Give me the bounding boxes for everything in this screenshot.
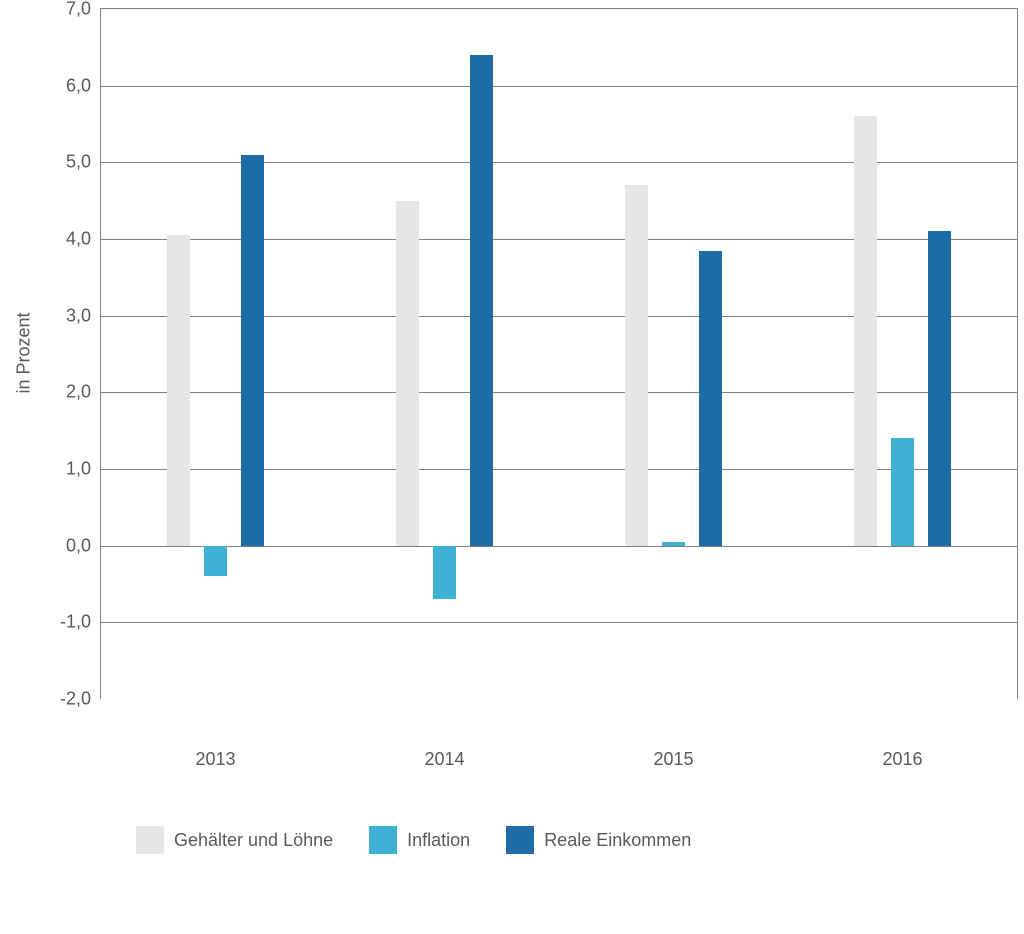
legend-swatch [136, 826, 164, 854]
y-tick-label: 0,0 [66, 535, 101, 556]
y-tick-label: 1,0 [66, 459, 101, 480]
bar [928, 231, 951, 545]
legend-label: Inflation [407, 830, 470, 851]
legend-swatch [506, 826, 534, 854]
bar [699, 251, 722, 546]
bar [662, 542, 685, 546]
y-tick-label: 6,0 [66, 75, 101, 96]
y-axis-label: in Prozent [14, 312, 35, 393]
y-tick-label: -1,0 [60, 612, 101, 633]
bar [167, 235, 190, 546]
gridline [101, 622, 1017, 623]
x-tick-label: 2014 [424, 749, 464, 770]
legend-item: Inflation [369, 826, 470, 854]
bar [470, 55, 493, 546]
legend-item: Reale Einkommen [506, 826, 691, 854]
gridline [101, 316, 1017, 317]
gridline [101, 239, 1017, 240]
plot-area: -2,0-1,00,01,02,03,04,05,06,07,020132014… [100, 8, 1018, 699]
legend-item: Gehälter und Löhne [136, 826, 333, 854]
x-tick-label: 2015 [653, 749, 693, 770]
legend: Gehälter und Löhne Inflation Reale Einkomm… [136, 826, 691, 854]
bar [891, 438, 914, 545]
gridline [101, 392, 1017, 393]
legend-swatch [369, 826, 397, 854]
legend-label: Gehälter und Löhne [174, 830, 333, 851]
bar [241, 155, 264, 546]
x-tick-label: 2016 [882, 749, 922, 770]
y-tick-label: 5,0 [66, 152, 101, 173]
baseline [101, 546, 1017, 547]
bar [204, 546, 227, 577]
bar [396, 201, 419, 546]
x-tick-label: 2013 [195, 749, 235, 770]
y-tick-label: 4,0 [66, 229, 101, 250]
y-tick-label: 3,0 [66, 305, 101, 326]
y-tick-label: 7,0 [66, 0, 101, 20]
gridline [101, 162, 1017, 163]
legend-label: Reale Einkommen [544, 830, 691, 851]
gridline [101, 86, 1017, 87]
y-tick-label: -2,0 [60, 689, 101, 710]
bar [854, 116, 877, 545]
gridline [101, 469, 1017, 470]
grouped-bar-chart: -2,0 -1,0 0,0 1,0 2,0 3,0 4,0 5,0 6,0 7,0 2013 2014… [0, 0, 1024, 934]
bar [625, 185, 648, 545]
y-tick-label: 2,0 [66, 382, 101, 403]
bar [433, 546, 456, 600]
